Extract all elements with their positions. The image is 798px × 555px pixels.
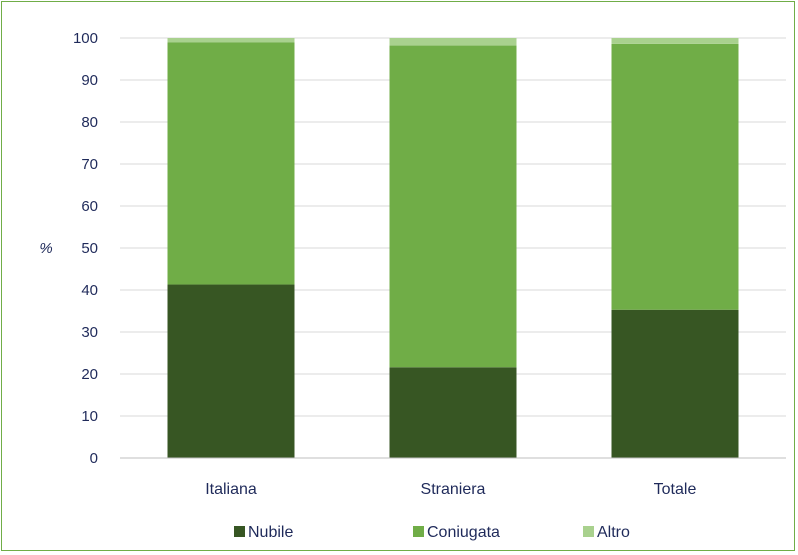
legend-label-altro: Altro [597,524,630,541]
stacked-bar-chart: 0 10 20 30 40 50 60 70 80 90 100% Italiana Straniera… [39,30,786,541]
y-tick-label: 100 [73,30,98,47]
legend-swatch-altro [583,526,594,537]
bar-nubile-totale [611,309,739,458]
x-tick-label: Straniera [421,481,486,498]
bar-altro-italiana [167,38,295,43]
legend-label-coniugata: Coniugata [427,524,500,541]
y-tick-label: 90 [81,72,98,89]
y-tick-label: 70 [81,156,98,173]
legend-swatch-coniugata [413,526,424,537]
x-tick-label: Totale [654,481,697,498]
bar-coniugata-totale [611,43,739,310]
y-tick-label: 0 [90,450,98,467]
x-tick-label: Italiana [205,481,257,498]
y-tick-label: 50 [81,240,98,257]
y-tick-label: 60 [81,198,98,215]
y-tick-label: 40 [81,282,98,299]
legend-label-nubile: Nubile [248,524,293,541]
y-tick-label: 30 [81,324,98,341]
bar-altro-straniera [389,38,517,46]
y-tick-label: 10 [81,408,98,425]
bar-coniugata-italiana [167,42,295,285]
bar-nubile-italiana [167,284,295,458]
legend-swatch-nubile [234,526,245,537]
y-tick-label: 80 [81,114,98,131]
y-tick-label: 20 [81,366,98,383]
bar-altro-totale [611,38,739,44]
bar-coniugata-straniera [389,45,517,368]
y-axis-label: % [39,240,52,257]
bar-nubile-straniera [389,367,517,458]
